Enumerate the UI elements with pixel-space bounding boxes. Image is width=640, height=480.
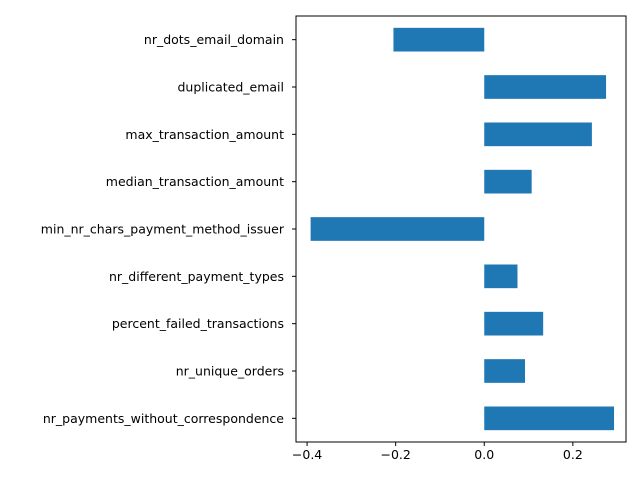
y-tick-label: nr_different_payment_types [109,269,284,284]
bar-max_transaction_amount [484,122,592,147]
axes-frame [295,15,627,443]
y-tick-label: min_nr_chars_payment_method_issuer [41,222,285,237]
bar-duplicated_email [484,75,607,99]
x-tick-label: −0.4 [292,447,322,462]
y-tick-label: nr_dots_email_domain [144,32,284,47]
bar-percent_failed_transactions [484,311,544,336]
x-tick-label: 0.2 [563,447,583,462]
bar-median_transaction_amount [484,169,532,194]
y-tick-label: median_transaction_amount [106,174,284,189]
bar-nr_different_payment_types [484,264,518,289]
x-tick-label: 0.0 [474,447,494,462]
y-axis-ticks: nr_dots_email_domain duplicated_email max_… [41,32,296,426]
bar-nr_unique_orders [484,359,526,383]
bar-nr_dots_email_domain [393,27,485,52]
x-tick-label: −0.2 [380,447,410,462]
y-tick-label: nr_unique_orders [176,364,284,379]
x-axis-ticks: −0.4 −0.2 0.0 0.2 [292,442,583,462]
bar-nr_payments_without_correspondence [484,406,615,431]
y-tick-label: percent_failed_transactions [112,316,284,331]
y-tick-label: nr_payments_without_correspondence [43,411,284,426]
y-tick-label: max_transaction_amount [125,127,284,142]
bar-min_nr_chars_payment_method_issuer [310,217,485,241]
bars-group [310,27,615,431]
y-tick-label: duplicated_email [177,80,284,95]
